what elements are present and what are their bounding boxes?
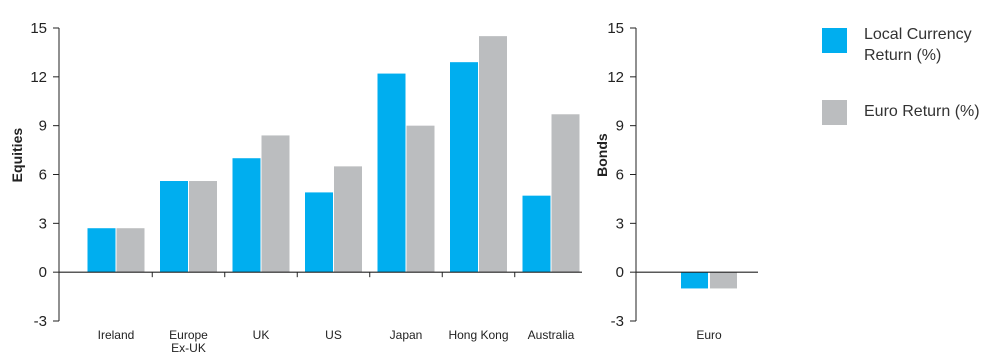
bar — [232, 158, 261, 273]
bar — [87, 228, 116, 273]
bar — [116, 228, 145, 273]
bar — [261, 135, 290, 273]
bar — [551, 114, 580, 273]
bar — [189, 181, 217, 273]
bar — [479, 36, 507, 273]
bar — [450, 62, 478, 273]
x-tick-label: Japan — [390, 328, 423, 342]
bar — [160, 181, 188, 273]
bar — [406, 125, 435, 273]
bar — [334, 166, 362, 273]
bar — [377, 73, 406, 273]
y-tick-label: 12 — [30, 69, 47, 86]
y-tick-label: 0 — [616, 264, 624, 281]
y-tick-label: 3 — [616, 215, 624, 232]
x-tick-label: US — [325, 328, 342, 342]
y-tick-label: 12 — [607, 69, 624, 86]
bar — [681, 272, 708, 289]
legend-swatch-local-currency — [822, 28, 847, 53]
x-tick-label: Hong Kong — [448, 328, 508, 342]
y-axis-title: Equities — [9, 128, 25, 183]
y-tick-label: 6 — [39, 167, 47, 184]
y-tick-label: 0 — [39, 264, 47, 281]
legend-label-line: Return (%) — [864, 47, 942, 64]
x-tick-label: Ex-UK — [171, 341, 206, 352]
legend-label-euro: Euro Return (%) — [864, 101, 980, 122]
y-tick-label: 3 — [39, 215, 47, 232]
x-tick-label: Ireland — [98, 328, 135, 342]
y-tick-label: 9 — [39, 118, 47, 135]
y-tick-label: 15 — [607, 20, 624, 37]
bar — [305, 192, 333, 273]
bar — [522, 195, 551, 273]
y-tick-label: -3 — [611, 313, 624, 330]
y-tick-label: 15 — [30, 20, 47, 37]
legend-swatch-euro — [822, 100, 847, 125]
bar — [710, 272, 737, 289]
y-axis-title: Bonds — [594, 133, 610, 177]
x-tick-label: Euro — [696, 328, 722, 342]
y-tick-label: 6 — [616, 167, 624, 184]
x-tick-label: UK — [253, 328, 270, 342]
legend-label-local-currency: Local Currency Return (%) — [864, 24, 972, 66]
y-tick-label: -3 — [34, 313, 47, 330]
legend-label-line: Local Currency — [864, 26, 972, 43]
legend-label-line: Euro Return (%) — [864, 103, 980, 120]
y-tick-label: 9 — [616, 118, 624, 135]
x-tick-label: Australia — [528, 328, 575, 342]
x-tick-label: Europe — [169, 328, 208, 342]
